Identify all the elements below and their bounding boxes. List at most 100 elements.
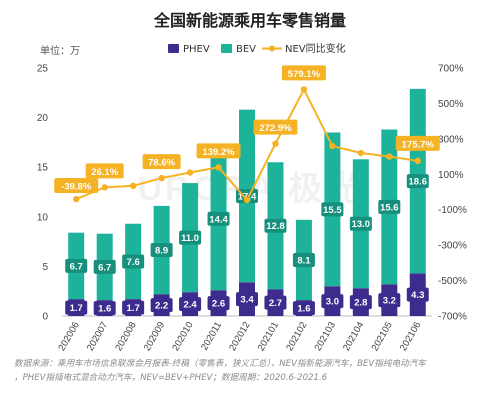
right-axis-tick: 300% — [438, 134, 464, 145]
right-axis-tick: -500% — [438, 276, 467, 287]
legend: PHEV BEV NEV同比变化 — [168, 42, 346, 55]
phev-label-box — [406, 287, 429, 302]
nev-point — [300, 86, 308, 93]
nev-pct-label: 272.9% — [259, 123, 292, 134]
left-axis-tick: 20 — [37, 113, 49, 124]
phev-value-label: 2.4 — [183, 300, 197, 311]
nev-label-box — [196, 143, 241, 159]
phev-value-label: 4.3 — [411, 290, 424, 301]
bev-label-box — [406, 174, 429, 189]
phev-label-box — [321, 294, 344, 309]
x-axis-tick: 202009 — [142, 320, 167, 353]
phev-value-label: 2.6 — [212, 299, 225, 310]
nev-label-box — [142, 154, 181, 170]
bev-value-label: 11.0 — [181, 233, 199, 244]
nev-pct-label: 579.1% — [288, 69, 321, 80]
phev-label-box — [378, 293, 401, 308]
x-axis-tick: 202010 — [170, 320, 195, 353]
legend-nev-marker — [269, 45, 275, 52]
bev-label-box — [378, 199, 401, 214]
nev-label-box — [54, 178, 99, 194]
x-axis-tick: 202007 — [85, 320, 110, 353]
legend-bev-swatch — [221, 44, 232, 53]
phev-value-label: 3.2 — [383, 296, 396, 307]
left-axis-tick: 5 — [42, 262, 48, 273]
bev-value-label: 15.6 — [380, 202, 399, 213]
bev-label-box — [65, 258, 88, 273]
nev-point — [386, 153, 393, 160]
nev-point — [158, 174, 165, 182]
footnote-line-1: 数据来源：乘用车市场信息联席会月报表-终稿（零售表，狭义汇总），NEV指新能源汽… — [14, 359, 426, 369]
nev-point — [272, 140, 279, 147]
plot-area: 0 5 10 15 20 25 -700% -500% -300% -100% 100% 300% 50… — [37, 64, 467, 353]
phev-value-label: 2.8 — [354, 298, 367, 309]
bev-label-box — [93, 259, 116, 274]
footnote-line-2: ，PHEV指插电式混合动力汽车，NEV=BEV+PHEV；数据周期：2020.6… — [14, 373, 328, 383]
x-axis-tick: 202101 — [256, 320, 281, 353]
phev-label-box — [150, 298, 173, 313]
x-axis-tick: 202103 — [313, 320, 338, 353]
phev-value-label: 1.6 — [98, 304, 111, 315]
phev-label-box — [207, 296, 230, 311]
phev-label-box — [349, 295, 372, 310]
bev-label-box — [321, 202, 344, 217]
right-axis-tick: 500% — [438, 99, 464, 110]
bev-label-box — [349, 216, 372, 231]
nev-point — [186, 169, 194, 176]
phev-label-box — [65, 300, 88, 315]
left-axis-tick: 0 — [42, 312, 48, 323]
nev-point — [357, 149, 365, 157]
phev-value-label: 1.7 — [127, 303, 140, 314]
nev-label-box — [253, 119, 298, 135]
bev-value-label: 8.1 — [297, 255, 311, 266]
bev-label-box — [150, 243, 173, 258]
x-axis-tick: 202011 — [199, 320, 224, 352]
nev-point — [243, 196, 251, 204]
x-axis-tick: 202104 — [341, 320, 366, 353]
legend-nev-label: NEV同比变化 — [285, 42, 346, 55]
nev-label-box — [281, 65, 326, 81]
bev-value-label: 7.6 — [127, 257, 140, 268]
legend-phev-swatch — [168, 44, 179, 53]
phev-label-box — [179, 297, 202, 312]
bev-label-box — [264, 218, 287, 233]
bev-label-box — [122, 254, 145, 269]
nev-pct-label: 78.6% — [148, 158, 175, 169]
nev-point — [129, 182, 137, 189]
nev-label-box — [395, 135, 440, 151]
x-axis-tick: 202008 — [113, 320, 138, 353]
bev-value-label: 15.5 — [323, 205, 342, 216]
x-axis-tick: 202006 — [56, 320, 81, 353]
legend-bev-label: BEV — [236, 44, 256, 55]
phev-label-box — [264, 295, 287, 310]
phev-value-label: 1.6 — [297, 304, 310, 315]
right-axis-tick: 700% — [438, 64, 464, 75]
phev-value-label: 1.7 — [70, 303, 83, 314]
bev-value-label: 6.7 — [70, 261, 83, 272]
phev-value-label: 3.0 — [326, 297, 339, 308]
nev-pct-label: -39.8% — [61, 182, 92, 193]
phev-value-label: 2.7 — [269, 298, 282, 309]
x-axis-tick: 202102 — [284, 320, 309, 353]
bev-label-box — [207, 211, 230, 226]
right-axis-tick: -300% — [438, 241, 467, 252]
nev-point — [329, 142, 336, 150]
left-axis-tick: 15 — [37, 163, 49, 174]
legend-phev-label: PHEV — [183, 44, 210, 55]
left-axis-tick: 10 — [37, 212, 49, 223]
bev-value-label: 8.9 — [155, 246, 168, 257]
nev-pct-label: 175.7% — [402, 139, 435, 150]
right-axis-tick: -700% — [438, 312, 467, 323]
phev-label-box — [292, 301, 315, 316]
bev-value-label: 14.4 — [209, 214, 228, 225]
phev-label-box — [122, 300, 145, 315]
phev-label-box — [236, 292, 258, 307]
nev-point — [101, 184, 108, 191]
bev-value-label: 6.7 — [98, 262, 111, 273]
bev-label-box — [292, 252, 315, 267]
nev-point — [73, 195, 80, 203]
bev-label-box — [179, 230, 202, 245]
nev-pct-label: 139.2% — [202, 147, 235, 158]
phev-value-label: 3.4 — [240, 295, 254, 306]
